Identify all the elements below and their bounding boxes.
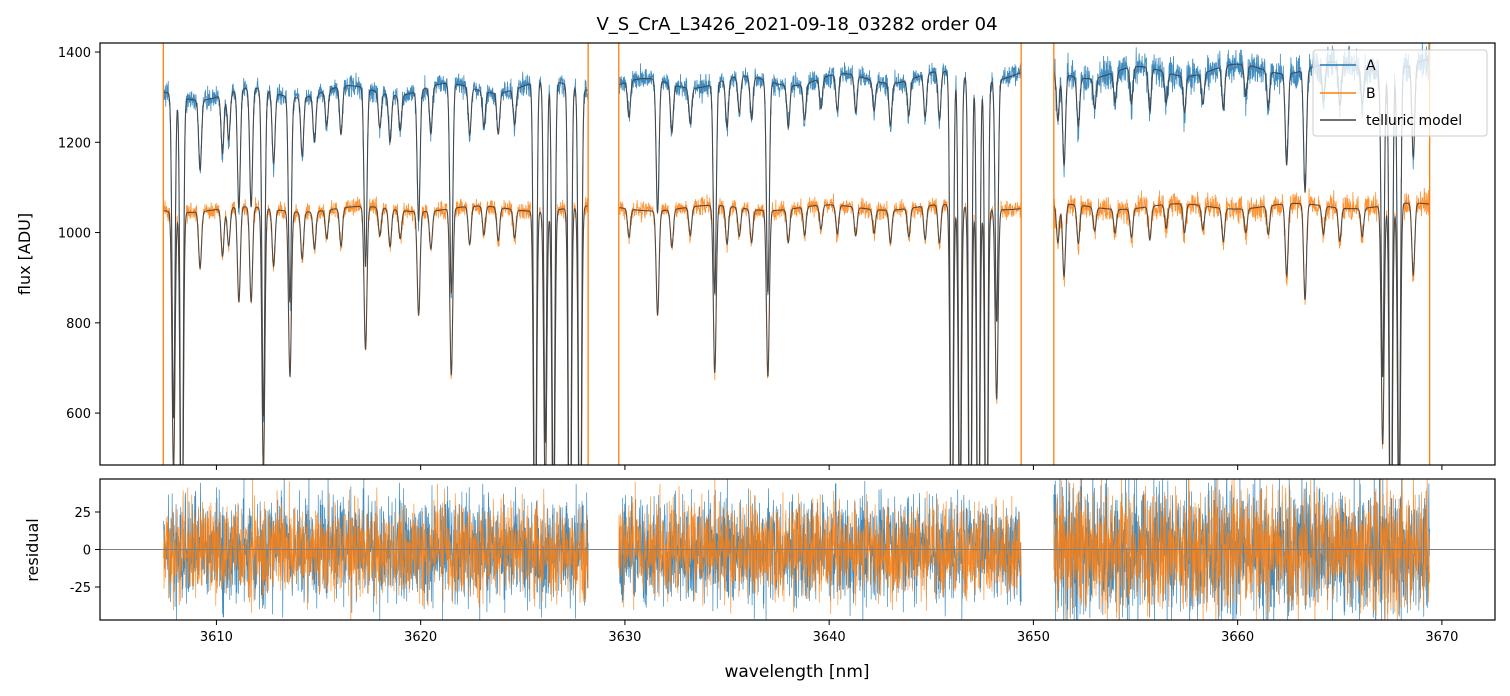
flux-x-ticks — [215, 465, 1443, 470]
x-tick-label: 3620 — [404, 630, 437, 645]
flux-axes-frame — [99, 42, 1496, 466]
flux-y-tick-label: 1400 — [58, 46, 91, 61]
residual-B-segment-0 — [162, 479, 589, 620]
telluric-model-B-segment-0 — [163, 205, 589, 465]
flux-y-tick-label: 600 — [66, 407, 91, 422]
legend-label-B: B — [1366, 86, 1376, 102]
residual-B-segment-2 — [1053, 479, 1430, 620]
residual-y-tick-label: -25 — [70, 581, 91, 596]
flux-y-tick-label: 1000 — [58, 227, 91, 242]
flux-panel: 600 800 1000 1200 1400 flux [ADU] A B tellur… — [15, 42, 1496, 470]
residual-plot-area — [100, 479, 1495, 620]
x-tick-label: 3610 — [200, 630, 233, 645]
residual-y-ticks: -25 0 25 — [70, 506, 100, 596]
flux-y-tick-label: 800 — [66, 317, 91, 332]
flux-y-tick-label: 1200 — [58, 136, 91, 151]
residual-y-tick-label: 25 — [74, 506, 91, 521]
telluric-model-A-segment-0 — [163, 82, 589, 465]
telluric-model-B-segment-2 — [1053, 202, 1430, 465]
x-axis-label: wavelength [nm] — [724, 662, 869, 682]
legend-label-telluric: telluric model — [1366, 113, 1462, 129]
legend-box — [1312, 49, 1488, 137]
x-tick-label: 3630 — [608, 630, 641, 645]
flux-y-axis-label: flux [ADU] — [15, 213, 34, 295]
series-B-segment-0 — [162, 196, 589, 465]
residual-y-tick-label: 0 — [83, 544, 91, 559]
legend-label-A: A — [1366, 58, 1376, 74]
telluric-model-B-segment-1 — [618, 204, 1022, 465]
x-tick-label: 3660 — [1221, 630, 1254, 645]
flux-y-ticks: 600 800 1000 1200 1400 — [58, 46, 100, 422]
series-A-segment-0 — [162, 71, 589, 465]
residual-B-segment-1 — [618, 479, 1022, 615]
series-B-segment-2 — [1053, 187, 1431, 465]
x-tick-label: 3650 — [1017, 630, 1050, 645]
residual-panel: 3610 3620 3630 3640 3650 3660 3670 -25 0 25 resi… — [23, 478, 1496, 682]
residual-y-axis-label: residual — [23, 518, 42, 581]
figure-title: V_S_CrA_L3426_2021-09-18_03282 order 04 — [596, 14, 997, 35]
residual-x-ticks: 3610 3620 3630 3640 3650 3660 3670 — [200, 620, 1458, 645]
x-tick-label: 3670 — [1425, 630, 1458, 645]
x-tick-label: 3640 — [813, 630, 846, 645]
legend: A B telluric model — [1312, 49, 1488, 137]
telluric-model-A-segment-1 — [618, 70, 1022, 465]
